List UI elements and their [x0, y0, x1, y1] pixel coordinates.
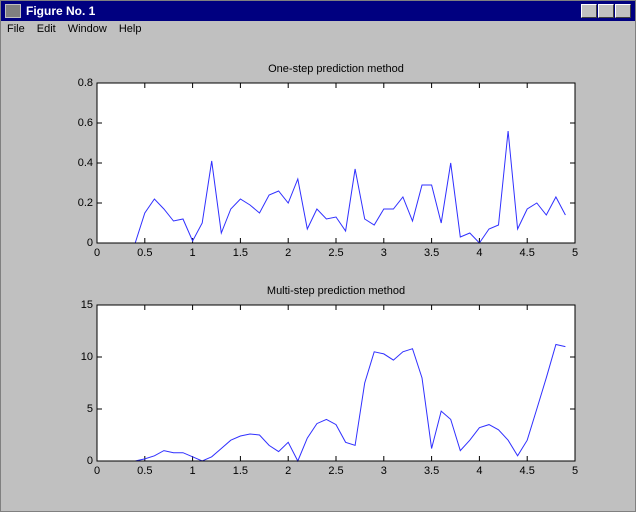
- x-tick-label: 0.5: [137, 465, 152, 477]
- x-tick-label: 2: [285, 247, 291, 259]
- x-tick-label: 2.5: [328, 247, 343, 259]
- plot-area: [97, 305, 575, 461]
- y-tick-label: 0.6: [78, 117, 93, 129]
- x-tick-label: 5: [572, 465, 578, 477]
- y-tick-label: 0.2: [78, 197, 93, 209]
- y-tick-label: 5: [87, 403, 93, 415]
- x-tick-label: 0.5: [137, 247, 152, 259]
- x-tick-label: 4: [476, 465, 482, 477]
- x-tick-label: 3.5: [424, 247, 439, 259]
- x-tick-label: 4.5: [520, 465, 535, 477]
- x-tick-label: 1.5: [233, 465, 248, 477]
- x-tick-label: 3: [381, 465, 387, 477]
- plot-area: [97, 83, 575, 243]
- x-tick-label: 0: [94, 465, 100, 477]
- y-tick-label: 0.8: [78, 77, 93, 89]
- x-tick-label: 1: [190, 465, 196, 477]
- figure-canvas: One-step prediction method 0 0.5 1 1.5 2 2.5 3 3…: [1, 1, 635, 511]
- figure-window: Figure No. 1 File Edit Window Help One-s…: [0, 0, 636, 512]
- y-tick-label: 0: [87, 455, 93, 467]
- x-tick-label: 2.5: [328, 465, 343, 477]
- x-tick-label: 0: [94, 247, 100, 259]
- y-tick-label: 15: [81, 299, 93, 311]
- x-tick-label: 3: [381, 247, 387, 259]
- y-tick-label: 10: [81, 351, 93, 363]
- x-tick-label: 3.5: [424, 465, 439, 477]
- x-tick-label: 1.5: [233, 247, 248, 259]
- x-tick-label: 4: [476, 247, 482, 259]
- y-tick-label: 0.4: [78, 157, 93, 169]
- chart-title: Multi-step prediction method: [267, 285, 405, 297]
- chart-title: One-step prediction method: [268, 63, 404, 75]
- x-tick-label: 5: [572, 247, 578, 259]
- x-tick-label: 2: [285, 465, 291, 477]
- x-tick-label: 1: [190, 247, 196, 259]
- x-tick-label: 4.5: [520, 247, 535, 259]
- y-tick-label: 0: [87, 237, 93, 249]
